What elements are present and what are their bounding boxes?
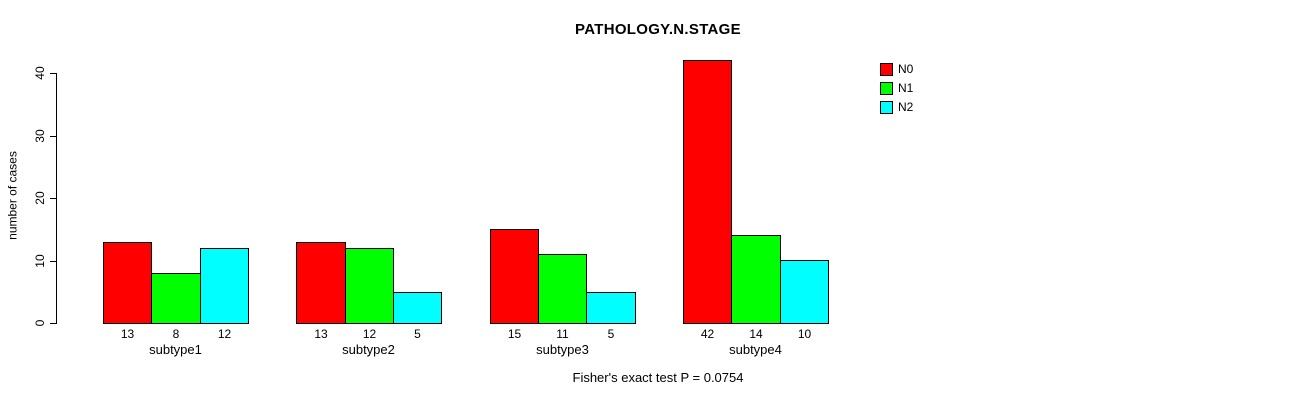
bar-value-label: 13 xyxy=(120,327,135,341)
y-tick-label: 20 xyxy=(33,191,47,205)
bar-value-label: 5 xyxy=(607,327,615,341)
legend-swatch-N1 xyxy=(880,82,893,95)
bar-value-label: 12 xyxy=(362,327,377,341)
y-axis-label: number of cases xyxy=(5,151,20,240)
annotation-caption: Fisher's exact test P = 0.0754 xyxy=(572,370,744,385)
bar-value-label: 15 xyxy=(507,327,522,341)
bar-value-label: 11 xyxy=(556,327,569,341)
bar-value-label: 14 xyxy=(749,327,763,341)
bar-subtype1-N1 xyxy=(151,273,201,324)
bar-value-label: 5 xyxy=(414,327,421,341)
bar-subtype2-N2 xyxy=(393,292,442,324)
bar-subtype4-N1 xyxy=(731,235,781,324)
bar-subtype3-N1 xyxy=(538,254,587,324)
legend-label-N1: N1 xyxy=(898,81,914,95)
x-category-label-subtype2: subtype2 xyxy=(342,342,395,357)
bar-subtype1-N2 xyxy=(200,248,249,324)
y-tick-label: 40 xyxy=(33,66,47,80)
bar-value-label: 42 xyxy=(700,327,715,341)
bar-value-label: 12 xyxy=(217,327,232,341)
bar-subtype2-N0 xyxy=(296,242,346,324)
legend-swatch-N2 xyxy=(880,101,893,114)
bar-subtype1-N0 xyxy=(103,242,152,324)
legend-label-N0: N0 xyxy=(898,62,914,76)
bar-value-label: 10 xyxy=(797,327,812,341)
x-category-label-subtype1: subtype1 xyxy=(149,342,202,357)
bar-subtype4-N0 xyxy=(683,60,732,324)
y-tick-label: 0 xyxy=(33,319,47,327)
bar-value-label: 8 xyxy=(172,327,180,341)
chart-title: PATHOLOGY.N.STAGE xyxy=(575,21,741,38)
bar-subtype2-N1 xyxy=(345,248,394,324)
bar-value-label: 13 xyxy=(314,327,328,341)
bar-subtype3-N0 xyxy=(490,229,539,324)
bar-subtype4-N2 xyxy=(780,260,829,324)
x-category-label-subtype4: subtype4 xyxy=(729,342,782,357)
legend-label-N2: N2 xyxy=(898,100,914,114)
y-tick-mark xyxy=(50,73,57,74)
bar-subtype3-N2 xyxy=(586,292,636,324)
y-tick-label: 10 xyxy=(33,253,47,268)
y-tick-mark xyxy=(50,135,57,137)
y-tick-mark xyxy=(50,198,57,199)
y-tick-label: 30 xyxy=(33,128,47,143)
x-category-label-subtype3: subtype3 xyxy=(536,342,589,357)
y-tick-mark xyxy=(50,323,57,324)
y-tick-mark xyxy=(50,260,57,262)
legend-swatch-N0 xyxy=(880,63,893,76)
